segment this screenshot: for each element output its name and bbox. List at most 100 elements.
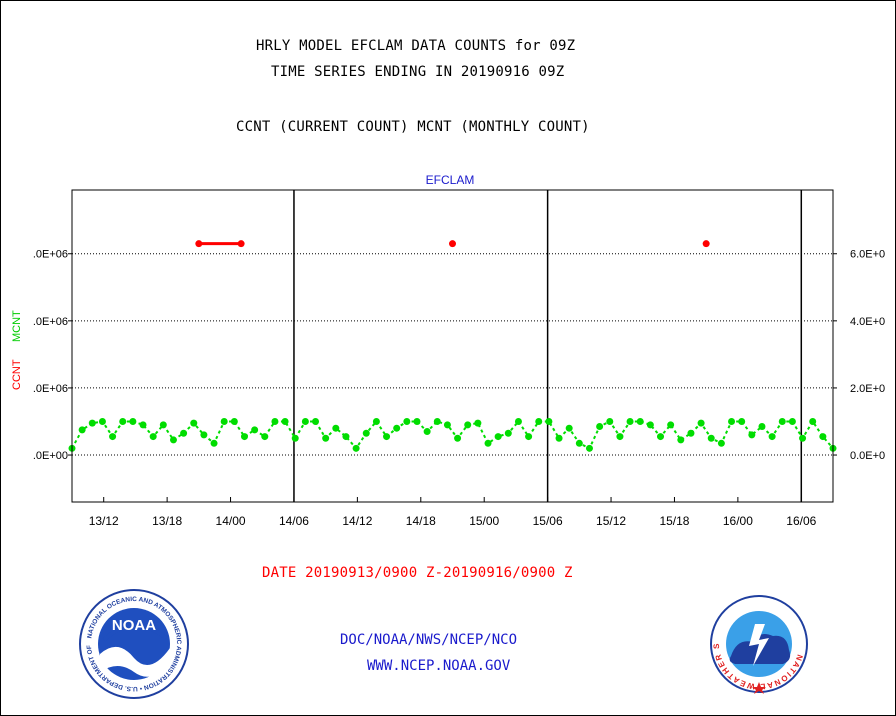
mcnt-data-point xyxy=(190,419,198,427)
mcnt-data-point xyxy=(271,417,279,425)
mcnt-data-point xyxy=(616,433,624,441)
y-tick-label-right: 4.0E+0 xyxy=(850,316,885,328)
panel-label: EFCLAM xyxy=(426,173,475,187)
mcnt-data-point xyxy=(413,417,421,425)
x-tick-label: 13/12 xyxy=(89,514,119,528)
noaa-logo: NOAA NATIONAL OCEANIC AND ATMOSPHERIC AD… xyxy=(78,588,189,699)
nws-star-icon xyxy=(752,682,766,694)
nws-logo: NATIONAL WEATHER SERVICE xyxy=(709,594,808,694)
x-tick-label: 14/18 xyxy=(406,514,436,528)
series-layer xyxy=(68,240,837,452)
mcnt-data-point xyxy=(799,434,807,442)
ccnt-data-point xyxy=(195,240,203,248)
x-tick-label: 15/06 xyxy=(533,514,563,528)
mcnt-data-point xyxy=(484,439,492,447)
mcnt-data-point xyxy=(504,429,512,437)
mcnt-data-point xyxy=(251,426,259,434)
mcnt-data-point xyxy=(494,433,502,441)
mcnt-data-point xyxy=(585,444,593,452)
mcnt-data-point xyxy=(322,434,330,442)
mcnt-data-point xyxy=(646,421,654,429)
mcnt-data-point xyxy=(139,421,147,429)
mcnt-data-point xyxy=(545,417,553,425)
mcnt-data-point xyxy=(423,428,431,436)
mcnt-data-point xyxy=(230,417,238,425)
x-tick-label: 16/00 xyxy=(723,514,753,528)
mcnt-data-point xyxy=(362,429,370,437)
x-tick-label: 13/18 xyxy=(152,514,182,528)
chart-title-line-1: HRLY MODEL EFCLAM DATA COUNTS for 09Z xyxy=(256,38,576,54)
x-tick-label: 15/12 xyxy=(596,514,626,528)
mcnt-data-point xyxy=(717,439,725,447)
y-axis-label-ccnt: CCNT xyxy=(11,359,23,390)
mcnt-data-point xyxy=(180,429,188,437)
ccnt-data-point xyxy=(237,240,245,248)
mcnt-data-point xyxy=(129,417,137,425)
mcnt-data-point xyxy=(281,417,289,425)
mcnt-data-point xyxy=(119,417,127,425)
mcnt-data-point xyxy=(748,431,756,439)
axis-layer: .0E+00 0.0E+0 .0E+06 2.0E+0 .0E+06 4.0E+0 .0E+… xyxy=(33,249,885,528)
mcnt-data-point xyxy=(210,439,218,447)
ccnt-data-point xyxy=(702,240,710,248)
mcnt-data-point xyxy=(261,433,269,441)
mcnt-data-point xyxy=(312,417,320,425)
mcnt-data-point xyxy=(443,421,451,429)
mcnt-data-point xyxy=(626,417,634,425)
mcnt-data-point xyxy=(291,434,299,442)
mcnt-data-point xyxy=(454,434,462,442)
mcnt-data-point xyxy=(819,433,827,441)
mcnt-data-point xyxy=(109,433,117,441)
mcnt-data-point xyxy=(383,433,391,441)
y-tick-label-right: 2.0E+0 xyxy=(850,383,885,395)
mcnt-data-point xyxy=(738,417,746,425)
x-tick-label: 16/06 xyxy=(786,514,816,528)
y-tick-label-left: .0E+06 xyxy=(33,316,68,328)
mcnt-data-point xyxy=(788,417,796,425)
noaa-bird-icon xyxy=(100,646,170,677)
mcnt-data-point xyxy=(98,417,106,425)
mcnt-data-point xyxy=(636,417,644,425)
mcnt-data-point xyxy=(403,417,411,425)
ccnt-data-point xyxy=(449,240,456,248)
y-axis-label-mcnt: MCNT xyxy=(11,310,23,342)
mcnt-data-point xyxy=(606,417,614,425)
x-tick-label: 15/18 xyxy=(659,514,689,528)
mcnt-data-point xyxy=(332,424,340,432)
mcnt-data-point xyxy=(78,426,86,434)
x-tick-label: 15/00 xyxy=(469,514,499,528)
mcnt-data-point xyxy=(687,429,695,437)
ncep-site-link[interactable]: WWW.NCEP.NOAA.GOV xyxy=(367,658,511,674)
x-tick-label: 14/12 xyxy=(342,514,372,528)
mcnt-data-point xyxy=(88,419,96,427)
mcnt-data-point xyxy=(555,434,563,442)
y-tick-label-right: 6.0E+0 xyxy=(850,249,885,261)
mcnt-data-point xyxy=(525,433,533,441)
mcnt-data-point xyxy=(342,433,350,441)
mcnt-data-point xyxy=(240,433,248,441)
chart-title-line-2: TIME SERIES ENDING IN 20190916 09Z xyxy=(271,64,565,80)
mcnt-data-point xyxy=(301,417,309,425)
grid-layer xyxy=(72,190,833,502)
nws-lightning-icon xyxy=(749,624,769,666)
mcnt-data-point xyxy=(220,417,228,425)
mcnt-data-point xyxy=(565,424,573,432)
noaa-org-link[interactable]: DOC/NOAA/NWS/NCEP/NCO xyxy=(340,632,518,648)
mcnt-data-point xyxy=(768,433,776,441)
mcnt-data-point xyxy=(464,421,472,429)
y-tick-label-left: .0E+06 xyxy=(33,249,68,261)
mcnt-data-point xyxy=(393,424,401,432)
mcnt-data-point xyxy=(596,423,604,431)
mcnt-data-point xyxy=(169,436,177,444)
mcnt-data-point xyxy=(809,417,817,425)
y-tick-label-left: .0E+06 xyxy=(33,383,68,395)
x-tick-label: 14/06 xyxy=(279,514,309,528)
mcnt-data-point xyxy=(372,417,380,425)
mcnt-data-point xyxy=(352,444,360,452)
mcnt-data-point xyxy=(697,419,705,427)
mcnt-data-point xyxy=(159,421,167,429)
mcnt-data-point xyxy=(667,421,675,429)
mcnt-data-point xyxy=(535,417,543,425)
mcnt-data-point xyxy=(707,434,715,442)
